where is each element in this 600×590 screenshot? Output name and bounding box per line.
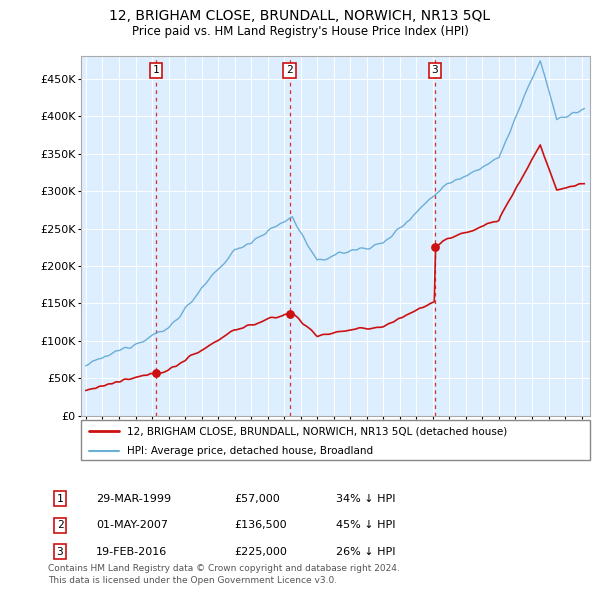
Text: £136,500: £136,500 [234, 520, 287, 530]
FancyBboxPatch shape [81, 420, 590, 460]
Text: Contains HM Land Registry data © Crown copyright and database right 2024.
This d: Contains HM Land Registry data © Crown c… [48, 565, 400, 585]
Point [285, 309, 295, 319]
Text: 2: 2 [56, 520, 64, 530]
Point [430, 242, 440, 252]
Text: 29-MAR-1999: 29-MAR-1999 [96, 494, 171, 503]
Text: 26% ↓ HPI: 26% ↓ HPI [336, 547, 395, 556]
Text: 12, BRIGHAM CLOSE, BRUNDALL, NORWICH, NR13 5QL (detached house): 12, BRIGHAM CLOSE, BRUNDALL, NORWICH, NR… [127, 427, 507, 437]
Text: 34% ↓ HPI: 34% ↓ HPI [336, 494, 395, 503]
Text: 1: 1 [152, 65, 160, 76]
Text: 12, BRIGHAM CLOSE, BRUNDALL, NORWICH, NR13 5QL: 12, BRIGHAM CLOSE, BRUNDALL, NORWICH, NR… [109, 9, 491, 23]
Point [151, 369, 161, 378]
Text: £57,000: £57,000 [234, 494, 280, 503]
Text: HPI: Average price, detached house, Broadland: HPI: Average price, detached house, Broa… [127, 447, 373, 457]
Text: 45% ↓ HPI: 45% ↓ HPI [336, 520, 395, 530]
Text: 19-FEB-2016: 19-FEB-2016 [96, 547, 167, 556]
Text: £225,000: £225,000 [234, 547, 287, 556]
Text: 1: 1 [56, 494, 64, 503]
Text: 2: 2 [286, 65, 293, 76]
Text: Price paid vs. HM Land Registry's House Price Index (HPI): Price paid vs. HM Land Registry's House … [131, 25, 469, 38]
Text: 3: 3 [431, 65, 438, 76]
Text: 3: 3 [56, 547, 64, 556]
Text: 01-MAY-2007: 01-MAY-2007 [96, 520, 168, 530]
